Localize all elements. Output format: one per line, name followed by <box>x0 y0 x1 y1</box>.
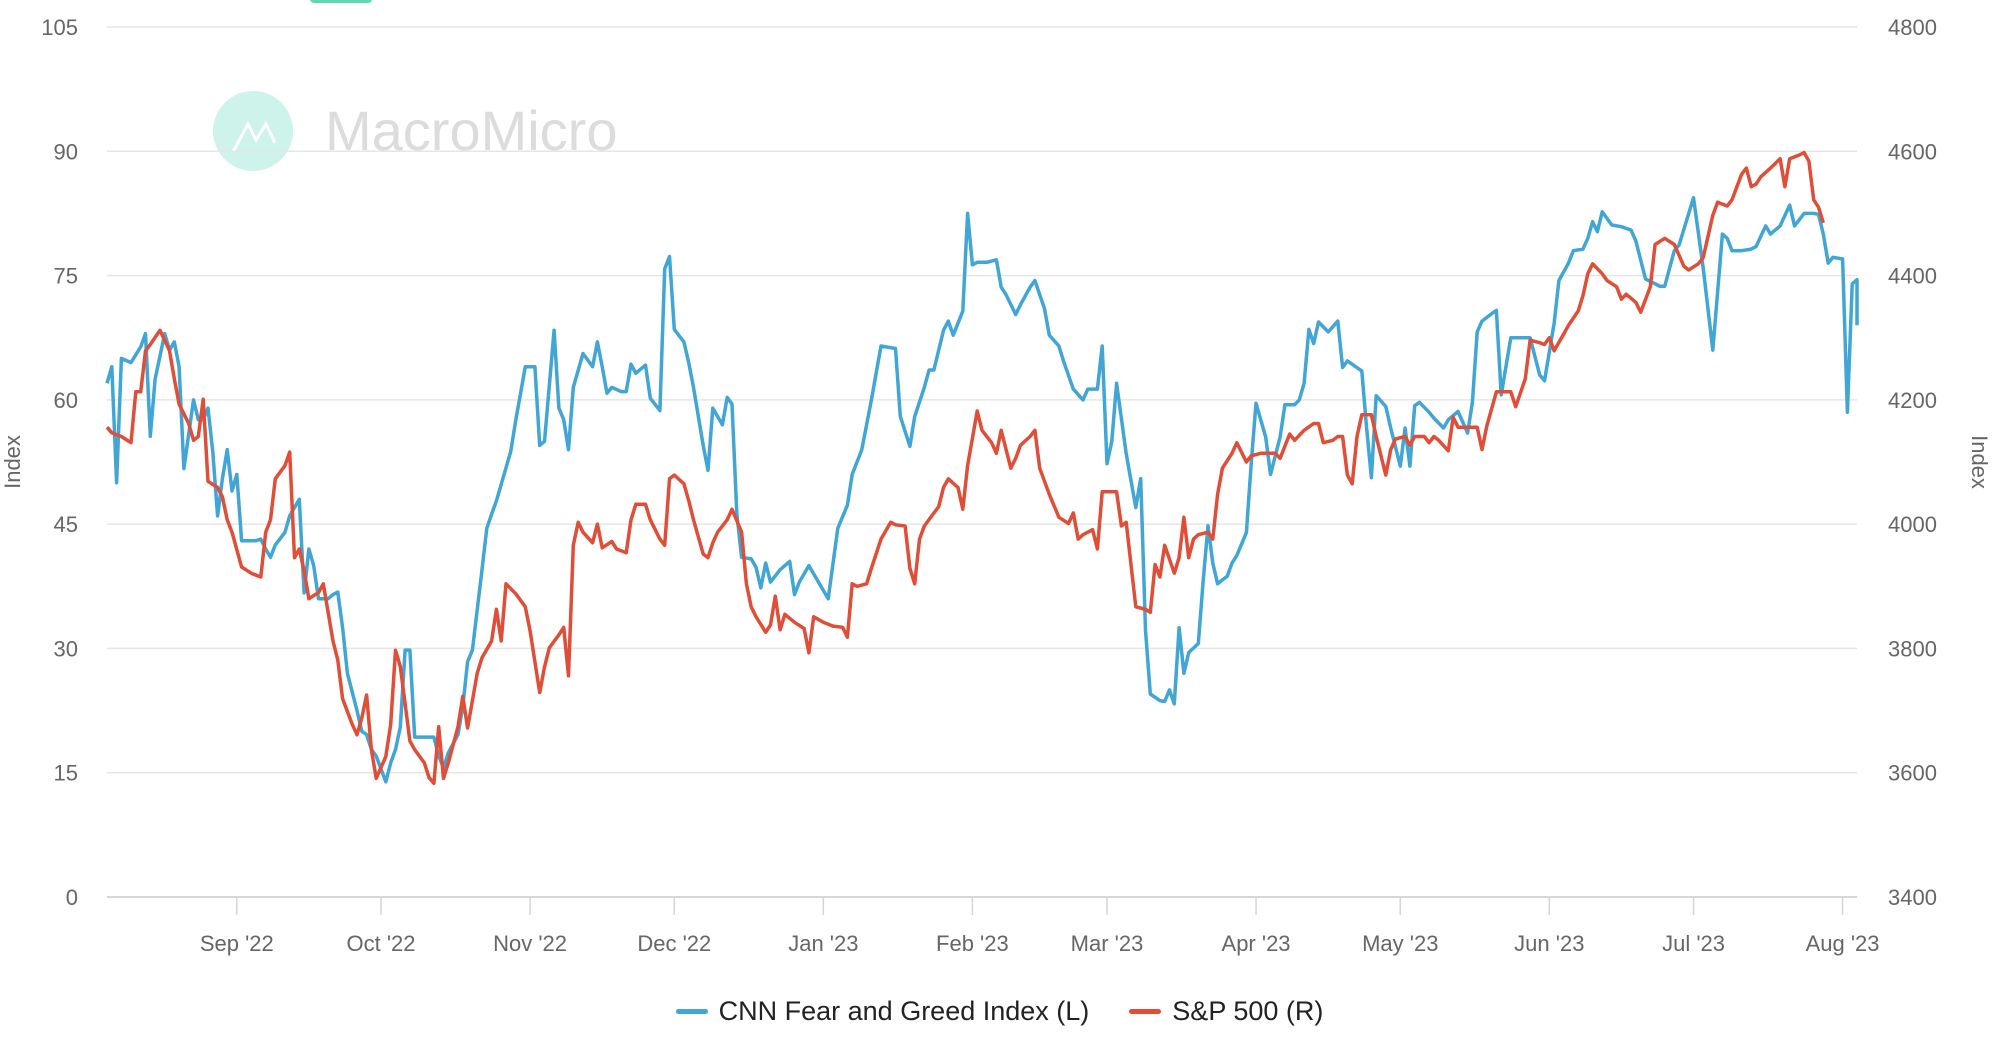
y-axis-left: 0 15 30 45 60 75 90 105 <box>41 15 78 910</box>
y-axis-right-title: Index <box>1967 435 1992 489</box>
x-tick-label: Aug '23 <box>1806 931 1880 956</box>
series-line-fear-greed <box>105 195 1859 784</box>
x-tick-label: Mar '23 <box>1071 931 1144 956</box>
y-right-tick-label: 3600 <box>1888 761 1937 786</box>
y-left-tick-label: 75 <box>54 264 78 289</box>
series-line-sp500 <box>105 150 1825 786</box>
y-right-tick-label: 4000 <box>1888 512 1937 537</box>
y-right-tick-label: 4600 <box>1888 139 1937 164</box>
y-right-tick-label: 4200 <box>1888 388 1937 413</box>
y-axis-left-title: Index <box>0 435 25 489</box>
y-left-tick-label: 45 <box>54 512 78 537</box>
x-tick-label: Jun '23 <box>1514 931 1584 956</box>
x-tick-label: Nov '22 <box>493 931 567 956</box>
y-left-tick-label: 30 <box>54 636 78 661</box>
x-tick-label: Feb '23 <box>936 931 1009 956</box>
legend-label-sp500: S&P 500 (R) <box>1172 995 1324 1026</box>
top-tab-indicator[interactable] <box>310 0 372 3</box>
legend-label-fear-greed: CNN Fear and Greed Index (L) <box>718 995 1090 1026</box>
y-left-tick-label: 60 <box>54 388 78 413</box>
x-tick-label: Dec '22 <box>637 931 711 956</box>
x-tick-label: Sep '22 <box>200 931 274 956</box>
y-right-tick-label: 4400 <box>1888 264 1937 289</box>
gridlines <box>107 26 1857 898</box>
y-right-tick-label: 3800 <box>1888 636 1937 661</box>
chart: MacroMicro Sep '22 Oct '22 Nov '22 Dec '22 J… <box>0 15 1992 956</box>
legend-item-fear-greed[interactable]: CNN Fear and Greed Index (L) <box>675 995 1090 1027</box>
legend-item-sp500[interactable]: S&P 500 (R) <box>1129 996 1323 1027</box>
y-left-tick-label: 90 <box>54 139 78 164</box>
x-tick-label: Jan '23 <box>788 931 858 956</box>
y-left-tick-label: 15 <box>54 761 78 786</box>
x-tick-label: Oct '22 <box>347 931 416 956</box>
watermark-text: MacroMicro <box>325 99 617 162</box>
y-left-tick-label: 0 <box>66 885 78 910</box>
x-tick-label: May '23 <box>1362 931 1438 956</box>
x-tick-label: Apr '23 <box>1222 931 1291 956</box>
x-tick-label: Jul '23 <box>1662 931 1725 956</box>
logo-chart-glyph <box>231 120 277 153</box>
y-right-tick-label: 4800 <box>1888 15 1937 40</box>
y-axis-right: 3400 3600 3800 4000 4200 4400 4600 4800 <box>1888 15 1937 910</box>
series-group <box>105 150 1859 786</box>
watermark: MacroMicro <box>213 91 617 171</box>
legend: CNN Fear and Greed Index (L) S&P 500 (R) <box>0 993 1999 1029</box>
y-right-tick-label: 3400 <box>1888 885 1937 910</box>
y-left-tick-label: 105 <box>41 15 78 40</box>
legend-swatch-fear-greed <box>675 1008 708 1014</box>
x-axis: Sep '22 Oct '22 Nov '22 Dec '22 Jan '23 Feb '… <box>200 897 1880 956</box>
legend-swatch-sp500 <box>1129 1008 1162 1014</box>
